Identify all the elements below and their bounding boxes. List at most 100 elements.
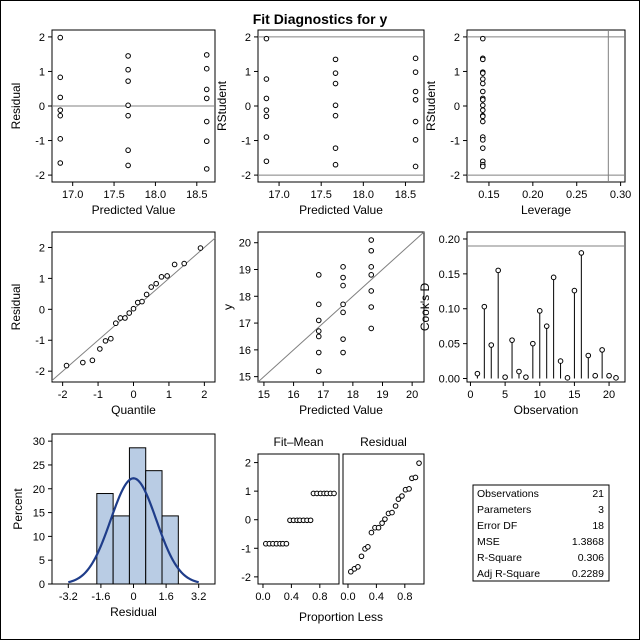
y-tick-label: 0	[39, 304, 45, 316]
x-tick-label: 17	[317, 389, 329, 401]
x-axis-label: Predicted Value	[299, 403, 383, 417]
y-tick-label: -1	[35, 136, 45, 148]
data-point-4-9	[340, 282, 346, 289]
needle-point-18	[599, 347, 605, 353]
y-tick-label: 20	[239, 238, 251, 250]
data-point-2-16	[480, 137, 486, 143]
x-tick-label: 16	[287, 389, 299, 401]
data-point-0-11	[125, 112, 131, 119]
fit-stat-label: MSE	[477, 536, 500, 548]
y-tick-label: 0.00	[439, 374, 460, 386]
x-tick-label: 3.2	[191, 591, 206, 603]
data-point-0-14	[203, 52, 210, 58]
x-tick-label: 19	[376, 389, 388, 401]
data-point-3-13	[143, 291, 150, 298]
fit-statistics-table	[472, 484, 610, 582]
data-point-0-19	[203, 138, 210, 145]
x-tick-label: 18.5	[186, 189, 207, 201]
data-point-2-0	[480, 35, 486, 42]
y-tick-label: 18	[239, 291, 251, 303]
y-tick-label: 25	[33, 460, 45, 472]
data-point-0-17	[203, 95, 210, 102]
y-tick-label: 16	[239, 345, 251, 357]
data-point-3-15	[153, 280, 159, 287]
x-tick-label: 18.0	[145, 189, 166, 201]
data-point-4-16	[368, 264, 375, 270]
y-tick-label: 1	[454, 66, 460, 78]
fit-stat-label: R-Square	[477, 552, 522, 564]
needle-point-1	[481, 303, 488, 310]
y-tick-label: 2	[245, 458, 251, 470]
y-axis-label: Residual	[9, 83, 23, 130]
data-point-4-6	[315, 368, 322, 375]
data-point-4-17	[368, 272, 375, 278]
data-point-1-11	[332, 112, 339, 119]
data-point-3-12	[139, 298, 145, 305]
y-axis-label: Percent	[11, 488, 25, 530]
y-tick-label: 15	[33, 508, 45, 520]
y-tick-label: 20	[33, 484, 45, 496]
x-tick-label: 0	[467, 389, 473, 401]
x-axis-label: Leverage	[521, 203, 571, 217]
y-tick-label: 10	[33, 531, 45, 543]
spread-point-1-3	[358, 553, 365, 560]
data-point-3-9	[126, 310, 133, 316]
y-tick-label: 0.15	[439, 269, 460, 281]
y-tick-label: 2	[454, 32, 460, 44]
spread-point-1-13	[392, 503, 399, 509]
data-point-4-0	[315, 272, 322, 278]
needle-point-5	[509, 337, 515, 343]
data-point-4-20	[368, 325, 375, 332]
needle-point-3	[495, 267, 501, 274]
needle-point-4	[502, 374, 508, 380]
data-point-2-20	[480, 163, 486, 170]
spread-point-1-20	[416, 460, 422, 466]
y-tick-label: 0	[454, 101, 460, 113]
x-tick-label: 5	[502, 389, 508, 401]
y-tick-label: 1	[39, 273, 45, 285]
y-tick-label: -2	[241, 170, 251, 182]
data-point-2-17	[480, 145, 486, 151]
data-point-0-6	[57, 160, 64, 166]
y-tick-label: -2	[450, 170, 460, 182]
y-tick-label: -1	[35, 335, 45, 347]
data-point-4-18	[368, 288, 375, 294]
data-point-0-0	[57, 34, 64, 41]
data-point-4-5	[315, 349, 322, 356]
spread-frame-1	[342, 453, 425, 585]
data-point-2-9	[480, 96, 486, 103]
spread-point-1-19	[412, 474, 419, 481]
data-point-1-1	[263, 76, 270, 82]
data-point-3-18	[171, 261, 178, 268]
y-tick-label: 1	[245, 486, 251, 498]
data-point-3-16	[158, 274, 165, 280]
fit-stat-value: 3	[598, 504, 604, 516]
data-point-0-12	[125, 147, 131, 154]
needle-point-20	[613, 375, 619, 381]
data-point-2-6	[480, 80, 486, 87]
x-tick-label: 1.6	[158, 591, 173, 603]
spread-point-0-6	[283, 540, 290, 547]
needle-point-17	[592, 372, 599, 379]
y-tick-label: 0	[39, 101, 45, 113]
fit-stat-label: Parameters	[477, 504, 531, 516]
spread-point-1-2	[355, 564, 361, 570]
x-tick-label: -1.6	[91, 591, 110, 603]
y-tick-label: -2	[241, 572, 251, 584]
spread-panel-header: Fit–Mean	[273, 435, 323, 449]
x-tick-label: 17.0	[62, 189, 83, 201]
x-axis-label: Predicted Value	[299, 203, 383, 217]
data-point-3-19	[181, 260, 187, 267]
y-tick-label: 0.10	[439, 304, 460, 316]
spread-point-1-6	[368, 529, 375, 536]
y-tick-label: 15	[239, 372, 251, 384]
needle-point-8	[530, 340, 536, 347]
data-point-4-13	[340, 349, 346, 356]
plot-frame-5	[466, 231, 626, 383]
data-point-2-2	[480, 56, 486, 63]
x-tick-label: 0.25	[566, 189, 587, 201]
fit-stat-label: Observations	[477, 488, 539, 500]
data-point-1-14	[412, 55, 419, 62]
data-point-1-13	[332, 161, 339, 168]
